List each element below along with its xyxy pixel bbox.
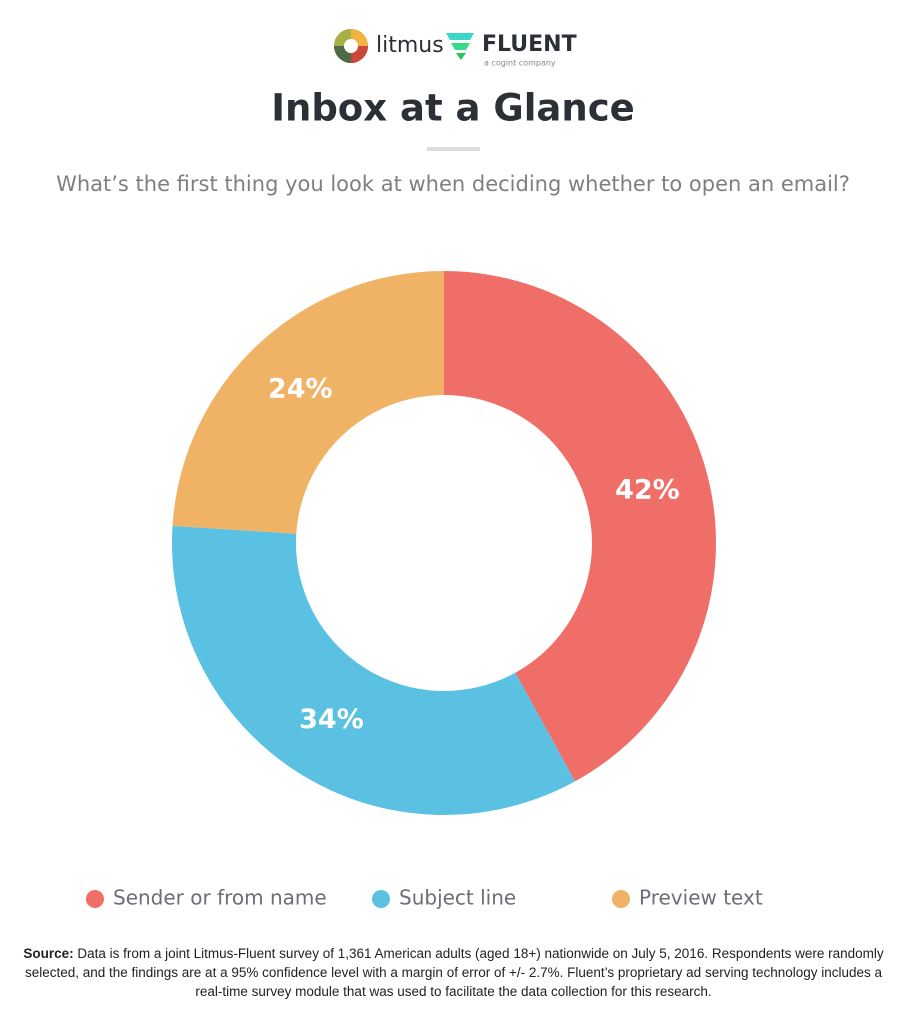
donut-segment [172,271,444,534]
legend-swatch [86,890,104,908]
legend-swatch [612,890,630,908]
chart-subtitle: What’s the first thing you look at when … [56,172,850,196]
source-text: Data is from a joint Litmus-Fluent surve… [24,946,884,999]
brand-tagline: a cogint company [484,59,556,68]
fluent-logo [446,33,474,60]
data-label: 34% [299,704,364,735]
divider [427,147,480,151]
data-label: 42% [615,474,680,505]
legend-swatch [372,890,390,908]
brand-name: litmus [376,33,444,58]
chart-title: Inbox at a Glance [271,87,635,130]
brand-name: FLUENT [482,32,577,57]
legend-label: Sender or from name [113,886,327,910]
source-label: Source: [23,946,74,961]
source-note: Source: Data is from a joint Litmus-Flue… [20,944,887,1001]
data-label: 24% [268,373,333,404]
donut-segment [172,525,576,815]
litmus-logo [334,29,368,63]
chart: litmus FLUENT a cogint company Inbox at … [56,29,850,910]
legend-label: Subject line [399,886,516,910]
legend-label: Preview text [639,886,763,910]
donut-segment [444,271,716,782]
